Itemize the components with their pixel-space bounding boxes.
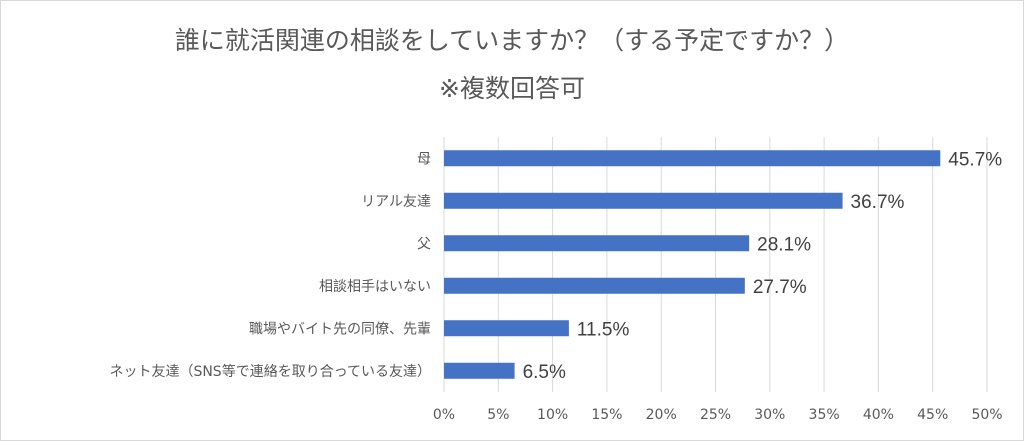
x-tick-label: 0% bbox=[433, 407, 455, 423]
bar bbox=[444, 150, 941, 167]
chart-subtitle: ※複数回答可 bbox=[439, 74, 585, 103]
x-tick-label: 50% bbox=[971, 407, 1002, 423]
bar bbox=[444, 277, 745, 294]
category-label: 職場やバイト先の同僚、先輩 bbox=[249, 321, 431, 337]
x-tick-label: 10% bbox=[537, 407, 568, 423]
x-tick-label: 5% bbox=[487, 407, 509, 423]
chart-title: 誰に就活関連の相談をしていますか？（する予定ですか？） bbox=[174, 26, 850, 55]
data-label: 28.1% bbox=[757, 234, 811, 255]
data-label: 6.5% bbox=[523, 362, 566, 383]
bar bbox=[444, 192, 843, 209]
x-tick-label: 35% bbox=[809, 407, 840, 423]
data-label: 45.7% bbox=[948, 149, 1002, 170]
bar bbox=[444, 362, 515, 379]
x-tick-label: 40% bbox=[863, 407, 894, 423]
x-tick-label: 15% bbox=[591, 407, 622, 423]
x-tick-label: 25% bbox=[700, 407, 731, 423]
category-label: 母 bbox=[417, 151, 431, 167]
x-tick-label: 45% bbox=[917, 407, 948, 423]
bar bbox=[444, 320, 569, 337]
x-tick-label: 30% bbox=[754, 407, 785, 423]
category-label: 相談相手はいない bbox=[319, 279, 431, 295]
bar bbox=[444, 235, 750, 252]
category-label: リアル友達 bbox=[361, 194, 431, 210]
x-tick-label: 20% bbox=[646, 407, 677, 423]
data-label: 27.7% bbox=[753, 277, 807, 298]
category-label: ネット友達（SNS等で連絡を取り合っている友達） bbox=[109, 363, 431, 380]
data-label: 11.5% bbox=[577, 319, 630, 340]
data-label: 36.7% bbox=[851, 192, 905, 213]
category-label: 父 bbox=[417, 236, 431, 252]
